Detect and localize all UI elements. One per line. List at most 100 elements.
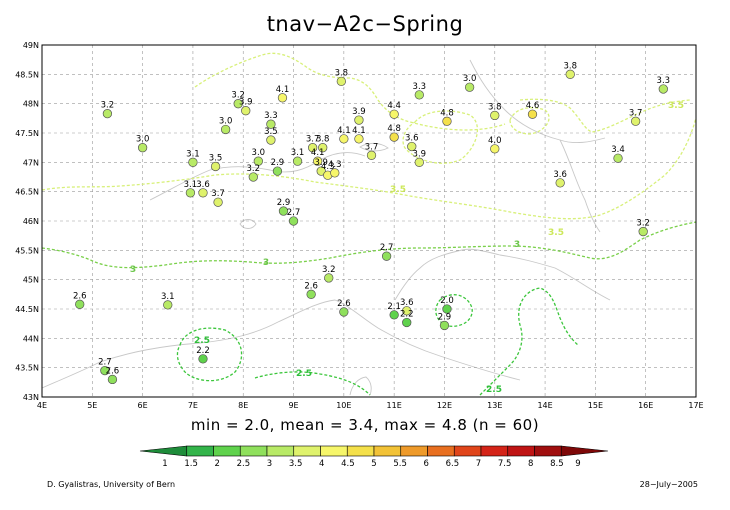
station-marker[interactable]: 3.5 [209, 153, 223, 172]
station-dot[interactable] [381, 251, 392, 261]
station-marker[interactable]: 4.1 [352, 126, 366, 144]
station-marker[interactable]: 3.7 [211, 189, 225, 207]
station-marker[interactable]: 2.9 [277, 198, 291, 216]
station-dot[interactable] [354, 134, 364, 144]
station-marker[interactable]: 3.2 [636, 219, 650, 237]
station-marker[interactable]: 4.8 [440, 108, 454, 126]
station-dot[interactable] [163, 300, 173, 310]
station-dot[interactable] [555, 178, 565, 188]
station-marker[interactable]: 4.3 [321, 162, 335, 180]
station-marker[interactable]: 3.2 [322, 265, 336, 283]
station-marker[interactable]: 4.8 [387, 124, 401, 142]
station-marker[interactable]: 3.6 [405, 133, 419, 152]
station-marker[interactable]: 2.6 [337, 299, 351, 317]
station-marker[interactable]: 3.1 [161, 292, 175, 310]
station-dot[interactable] [318, 143, 328, 153]
station-marker[interactable]: 3.0 [463, 74, 477, 92]
station-dot[interactable] [75, 299, 85, 309]
station-marker[interactable]: 3.3 [264, 111, 278, 129]
station-dot[interactable] [630, 116, 641, 126]
station-marker[interactable]: 3.9 [239, 98, 253, 116]
station-dot[interactable] [107, 374, 118, 385]
station-dot[interactable] [414, 90, 424, 100]
station-marker[interactable]: 2.9 [438, 312, 452, 331]
station-marker[interactable]: 3.1 [291, 148, 305, 166]
station-dot[interactable] [266, 119, 276, 129]
station-dot[interactable] [210, 161, 221, 172]
station-dot[interactable] [102, 108, 113, 119]
station-markers[interactable]: 3.23.03.03.23.94.13.83.33.53.1 3.53.1 3.63… [73, 61, 670, 385]
station-marker[interactable]: 2.6 [73, 291, 87, 309]
station-marker[interactable]: 3.0 [252, 148, 266, 166]
station-marker[interactable]: 3.2 [247, 164, 261, 182]
station-dot[interactable] [414, 157, 424, 167]
station-dot[interactable] [266, 135, 276, 145]
station-marker[interactable]: 2.6 [304, 281, 318, 299]
station-marker[interactable]: 3.4 [611, 145, 625, 163]
station-dot[interactable] [442, 116, 452, 126]
station-dot[interactable] [613, 153, 623, 163]
station-marker[interactable]: 3.5 [264, 127, 278, 145]
station-marker[interactable]: 2.0 [440, 296, 454, 314]
station-dot[interactable] [277, 93, 288, 103]
station-dot[interactable] [313, 156, 323, 166]
station-dot[interactable] [439, 320, 450, 331]
station-marker[interactable]: 3.2 [231, 91, 245, 109]
station-dot[interactable] [316, 166, 326, 176]
station-marker[interactable]: 3.0 [219, 116, 233, 135]
station-marker[interactable]: 3.2 [101, 101, 115, 119]
station-dot[interactable] [272, 166, 283, 176]
station-dot[interactable] [188, 157, 198, 167]
station-dot[interactable] [198, 354, 208, 364]
station-marker[interactable]: 3.1 [184, 180, 198, 198]
station-dot[interactable] [233, 99, 243, 109]
station-dot[interactable] [389, 132, 399, 142]
station-marker[interactable]: 2.7 [287, 208, 301, 226]
station-dot[interactable] [565, 69, 575, 79]
station-dot[interactable] [658, 84, 668, 94]
station-dot[interactable] [213, 197, 223, 207]
station-marker[interactable]: 4.6 [526, 101, 540, 119]
station-marker[interactable]: 3.6 [196, 180, 210, 198]
station-dot[interactable] [336, 76, 346, 87]
station-dot[interactable] [402, 306, 412, 316]
station-dot[interactable] [198, 188, 208, 198]
station-marker[interactable]: 2.2 [196, 346, 210, 364]
station-marker[interactable]: 3.7 [365, 142, 379, 160]
station-marker[interactable]: 3.6 [400, 298, 414, 316]
station-marker[interactable]: 4.4 [387, 101, 401, 119]
station-marker[interactable]: 4.1 [337, 126, 351, 144]
station-dot[interactable] [402, 317, 412, 328]
station-marker[interactable]: 2.7 [380, 243, 394, 261]
station-marker[interactable]: 3.7 [306, 135, 320, 153]
station-dot[interactable] [185, 188, 196, 198]
station-marker[interactable]: 4.1 [311, 148, 325, 166]
station-marker[interactable]: 3.7 [629, 108, 643, 126]
station-dot[interactable] [490, 110, 500, 121]
station-marker[interactable]: 3.9 [413, 149, 427, 167]
station-marker[interactable]: 2.2 [400, 309, 414, 328]
station-marker[interactable]: 3.8 [335, 68, 349, 87]
station-marker[interactable]: 3.8 [563, 61, 577, 79]
station-dot[interactable] [253, 156, 263, 166]
station-marker[interactable]: 2.1 [387, 302, 401, 320]
station-marker[interactable]: 3.9 [314, 158, 328, 176]
station-marker[interactable]: 3.8 [316, 135, 330, 153]
station-marker[interactable]: 3.0 [136, 135, 150, 153]
station-dot[interactable] [442, 304, 452, 314]
station-marker[interactable]: 3.3 [413, 82, 427, 100]
station-marker[interactable]: 2.7 [98, 358, 112, 376]
station-dot[interactable] [248, 172, 258, 182]
station-marker[interactable]: 4.1 [276, 85, 290, 103]
station-dot[interactable] [527, 109, 538, 119]
station-dot[interactable] [100, 365, 110, 376]
station-dot[interactable] [464, 82, 475, 92]
station-dot[interactable] [292, 156, 303, 166]
station-dot[interactable] [490, 144, 500, 154]
station-dot[interactable] [638, 226, 648, 237]
station-marker[interactable]: 4.3 [328, 160, 342, 178]
station-dot[interactable] [137, 143, 148, 153]
station-marker[interactable]: 4.0 [488, 136, 502, 154]
station-marker[interactable]: 3.6 [553, 170, 567, 188]
station-dot[interactable] [278, 206, 289, 216]
